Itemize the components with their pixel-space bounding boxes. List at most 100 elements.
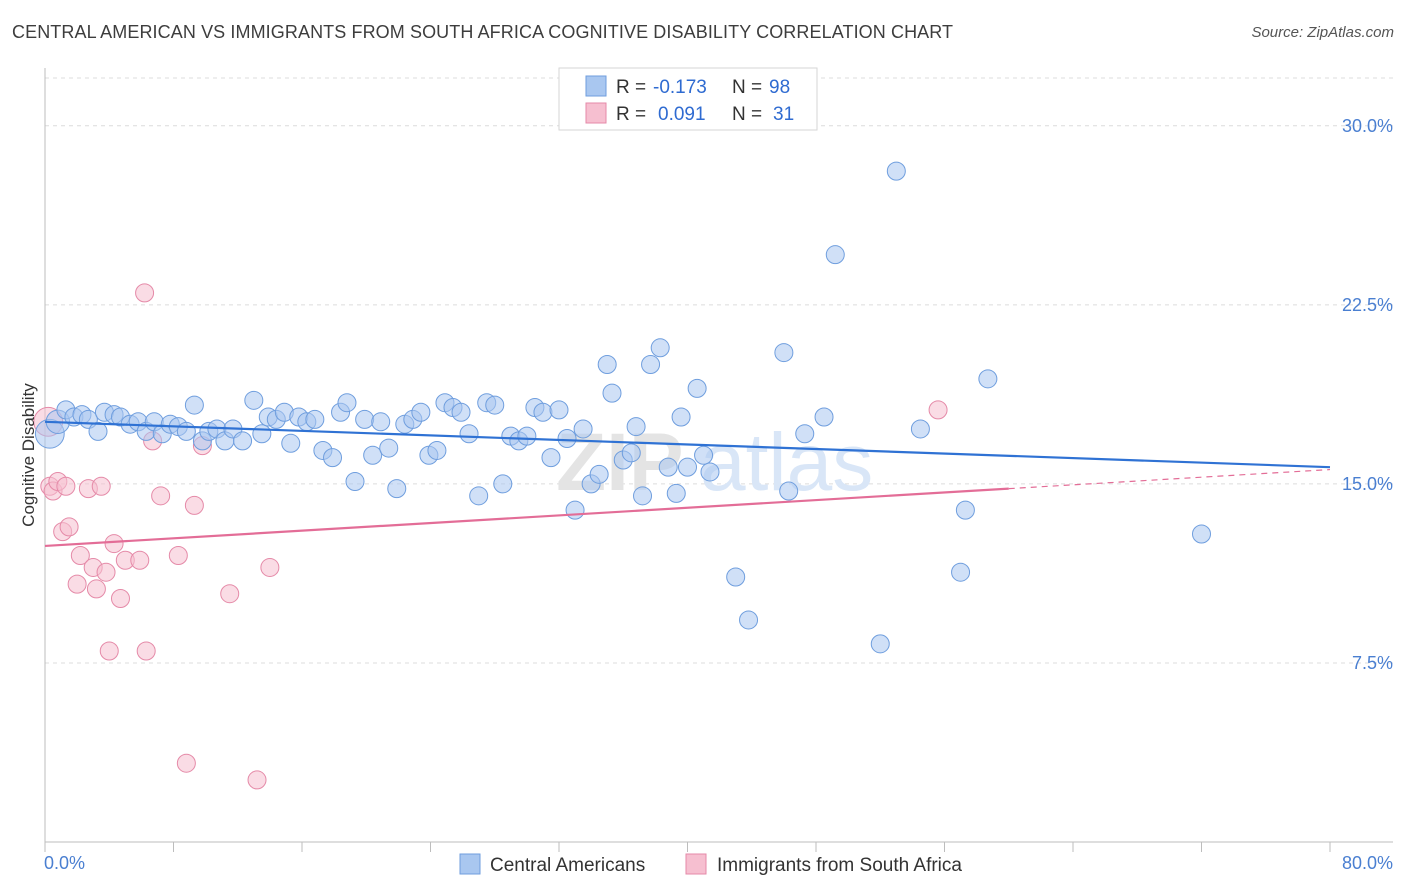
blue-point-55	[485, 395, 505, 415]
blue-point-38	[345, 471, 365, 491]
y-tick-label-1: 15.0%	[1342, 474, 1393, 494]
legend-n-label-2: N =	[732, 104, 762, 125]
blue-point-24	[233, 431, 253, 451]
blue-point-30	[281, 433, 301, 453]
blue-point-88	[795, 424, 815, 444]
blue-point-91	[870, 634, 890, 654]
pink-point-8	[70, 546, 90, 565]
blue-point-94	[951, 562, 971, 582]
trend-lines	[44, 420, 1331, 548]
blue-point-66	[573, 419, 593, 439]
trend-line-south-africa	[44, 487, 1009, 548]
blue-point-83	[700, 462, 720, 482]
blue-point-97	[1192, 524, 1211, 544]
blue-point-82	[694, 445, 714, 465]
pink-point-27	[220, 584, 240, 604]
blue-point-76	[650, 338, 670, 358]
blue-point-6	[88, 421, 108, 441]
blue-point-59	[517, 426, 537, 446]
bottom-legend-label-pink: Immigrants from South Africa	[717, 855, 962, 876]
blue-point-65	[565, 500, 585, 520]
bottom-legend: Central Americans Immigrants from South …	[459, 853, 962, 876]
blue-point-42	[379, 438, 399, 458]
pink-point-15	[104, 534, 124, 554]
blue-point-75	[641, 355, 661, 374]
legend-swatch-blue	[585, 75, 607, 97]
blue-point-43	[387, 479, 407, 499]
blue-point-25	[244, 390, 264, 410]
legend-r-label-1: R =	[616, 77, 646, 98]
pink-point-18	[130, 550, 150, 570]
watermark: ZIP atlas	[556, 417, 873, 508]
blue-point-52	[459, 424, 479, 444]
blue-point-70	[602, 383, 622, 403]
blue-point-51	[451, 402, 471, 422]
bottom-legend-swatch-blue	[459, 853, 481, 875]
blue-point-96	[978, 369, 998, 389]
blue-point-74	[633, 486, 653, 506]
blue-point-87	[779, 481, 799, 501]
blue-point-81	[687, 378, 707, 398]
blue-point-72	[621, 443, 641, 463]
bottom-legend-swatch-pink	[685, 853, 707, 875]
blue-point-48	[427, 440, 447, 460]
pink-point-25	[184, 495, 204, 515]
pink-point-12	[91, 476, 111, 496]
blue-point-93	[910, 419, 930, 439]
legend-r-value-1: -0.173	[653, 77, 707, 98]
blue-point-56	[493, 474, 513, 494]
blue-point-90	[825, 245, 845, 265]
pink-point-6	[59, 517, 79, 537]
pink-point-24	[176, 753, 196, 773]
blue-point-26	[252, 424, 272, 444]
blue-point-78	[666, 483, 686, 503]
blue-point-89	[814, 407, 834, 427]
legend: R = -0.173 N = 98 R = 0.091 N = 31	[558, 67, 818, 131]
legend-n-label-1: N =	[732, 77, 762, 98]
blue-point-62	[541, 448, 561, 468]
legend-r-value-2: 0.091	[658, 104, 706, 125]
legend-swatch-pink	[585, 102, 607, 124]
source-label: Source: ZipAtlas.com	[1251, 24, 1394, 41]
pink-point-28	[247, 770, 267, 790]
blue-point-18	[184, 395, 204, 415]
blue-point-33	[305, 409, 325, 429]
trend-line-central-americans	[44, 420, 1331, 469]
blue-point-85	[739, 610, 759, 630]
blue-point-61	[533, 402, 553, 422]
axes	[44, 68, 1393, 852]
y-tick-label-0: 7.5%	[1352, 653, 1393, 673]
blue-point-35	[323, 448, 343, 468]
series-central-americans-points	[34, 161, 1211, 654]
blue-point-69	[597, 355, 617, 374]
y-tick-label-3: 30.0%	[1342, 116, 1393, 136]
blue-point-86	[774, 343, 794, 363]
blue-point-84	[726, 567, 746, 587]
blue-point-64	[557, 429, 577, 449]
pink-point-29	[260, 557, 280, 577]
pink-point-16	[110, 588, 130, 608]
blue-point-73	[626, 417, 646, 437]
series-south-africa-points	[33, 283, 948, 790]
pink-point-22	[151, 486, 171, 506]
blue-point-39	[355, 409, 375, 429]
pink-point-5	[56, 476, 76, 496]
x-tick-label-min: 0.0%	[44, 853, 85, 873]
blue-point-77	[658, 457, 678, 477]
blue-point-80	[678, 457, 697, 477]
y-tick-label-2: 22.5%	[1342, 295, 1393, 315]
blue-point-41	[371, 412, 391, 432]
pink-point-14	[99, 641, 119, 661]
legend-n-value-1: 98	[769, 77, 790, 98]
pink-point-13	[96, 562, 116, 582]
trend-line-south-africa-extension	[1008, 468, 1331, 490]
pink-point-23	[168, 546, 188, 565]
blue-point-79	[671, 407, 691, 427]
legend-n-value-2: 31	[773, 104, 794, 125]
grid-lines	[45, 77, 1393, 664]
ytick-labels: 7.5% 15.0% 22.5% 30.0%	[1342, 116, 1393, 673]
y-axis-label: Cognitive Disability	[19, 383, 38, 527]
blue-point-46	[411, 402, 431, 422]
pink-point-20	[136, 641, 156, 661]
